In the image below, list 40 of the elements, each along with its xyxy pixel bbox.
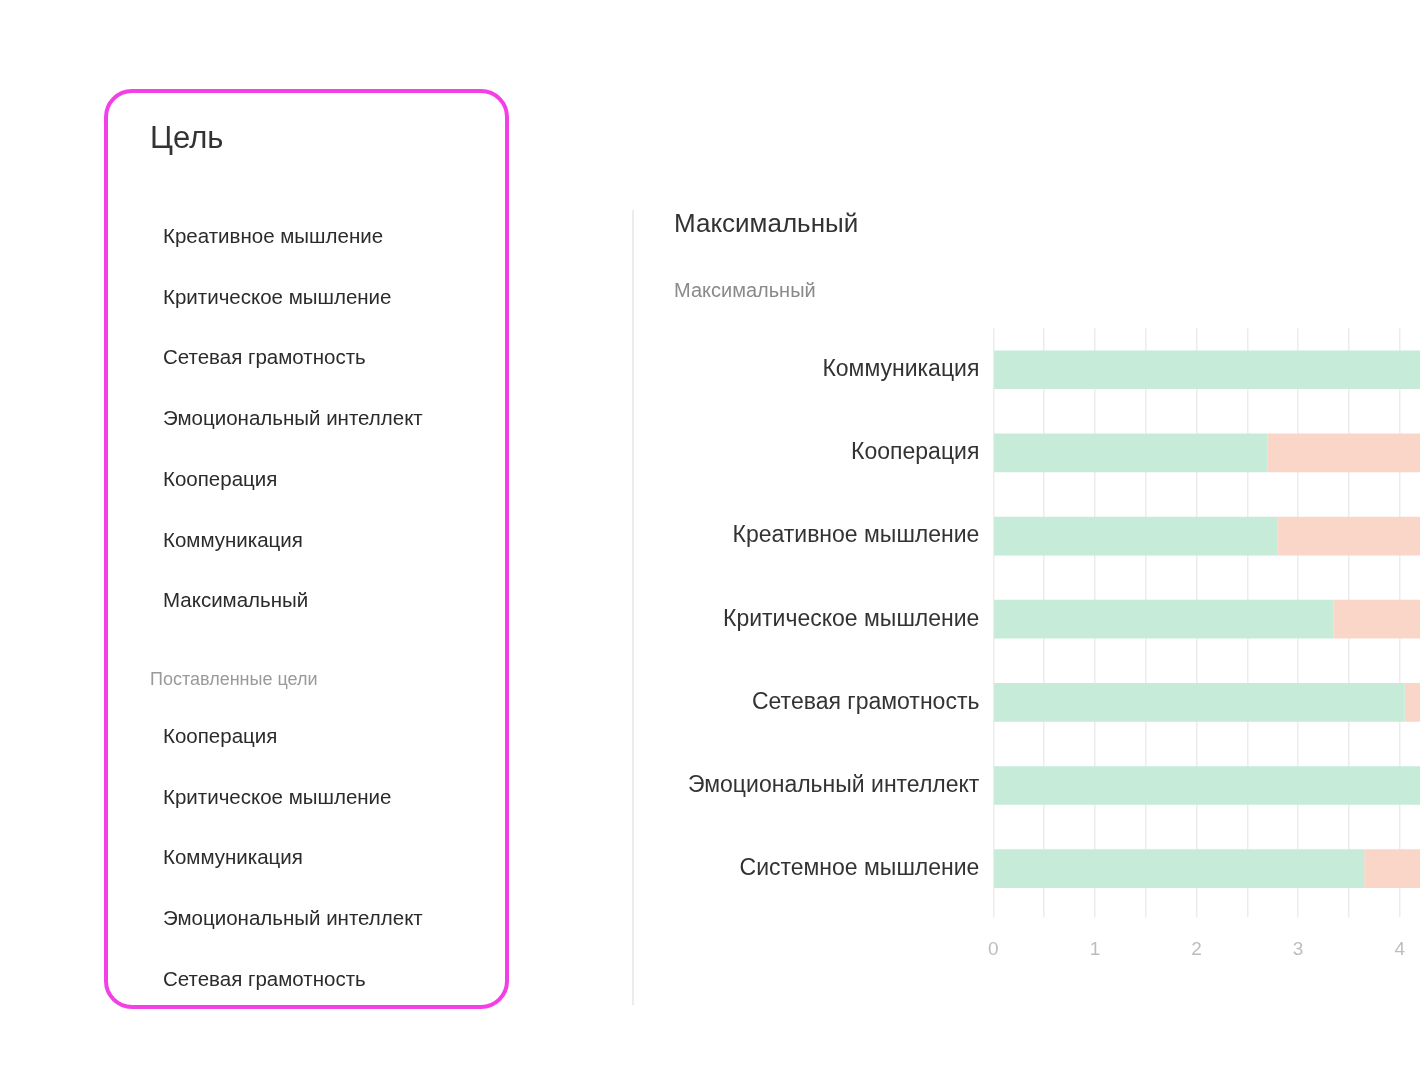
text: Максимальный: [674, 278, 816, 301]
bar: [994, 849, 1365, 888]
text: Креативное мышление: [163, 223, 384, 249]
text: Кооперация: [163, 723, 278, 749]
x-tick-label: 2: [1191, 937, 1202, 959]
text: Критическое мышление: [163, 283, 392, 310]
x-tick-label: 0: [988, 937, 999, 959]
x-tick-label: 4: [1394, 937, 1406, 959]
bar: [1364, 849, 1421, 888]
text: Эмоциональный интеллект: [163, 905, 423, 932]
bar: [1404, 683, 1421, 722]
bar: [994, 599, 1334, 639]
text: Максимальный: [674, 207, 859, 238]
text: Поставленные цели: [150, 667, 318, 691]
bar: [1333, 599, 1421, 639]
y-tick-label: Кооперация: [851, 438, 980, 465]
y-tick-label: Системное мышление: [739, 853, 980, 880]
text: Эмоциональный интеллект: [163, 405, 423, 432]
text: Коммуникация: [163, 526, 303, 553]
bar: [994, 516, 1278, 556]
y-tick-label: Сетевая грамотность: [751, 687, 980, 714]
bar: [994, 433, 1268, 473]
y-tick-label: Креативное мышление: [732, 521, 980, 548]
bar: [1267, 433, 1421, 473]
x-tick-label: 3: [1292, 937, 1304, 959]
text: Сетевая грамотность: [163, 344, 366, 371]
text: Максимальный: [163, 587, 309, 614]
bar: [994, 683, 1405, 722]
y-tick-label: Эмоциональный интеллект: [687, 770, 980, 797]
bar: [1277, 516, 1421, 556]
y-tick-label: Коммуникация: [822, 355, 980, 382]
text: Критическое мышление: [163, 783, 392, 810]
y-tick-label: Критическое мышление: [723, 604, 980, 631]
bar: [994, 350, 1421, 390]
bar: [994, 766, 1421, 805]
text: Коммуникация: [163, 844, 303, 871]
text: Сетевая грамотность: [163, 965, 366, 992]
text: Кооперация: [163, 465, 278, 492]
text: Цель: [150, 118, 224, 157]
x-tick-label: 1: [1089, 937, 1101, 959]
